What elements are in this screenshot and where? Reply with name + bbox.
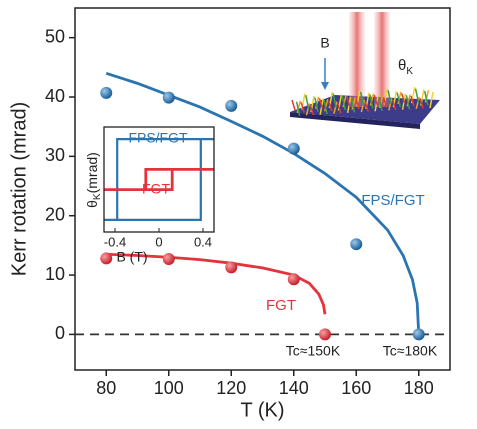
spin-texture	[410, 95, 415, 107]
x-tick-label: 180	[404, 378, 434, 398]
spin-texture	[359, 91, 365, 107]
spin-texture	[337, 103, 342, 114]
substrate-side	[290, 112, 420, 129]
spin-texture	[350, 98, 356, 113]
inset-y-symbol: θ	[84, 200, 100, 208]
spin-texture	[318, 98, 324, 109]
loop-line	[104, 138, 214, 221]
spin-texture	[429, 91, 434, 109]
inset-series-label: FGT	[142, 181, 170, 197]
angle-subscript: K	[406, 66, 413, 77]
field-label: B	[320, 35, 329, 51]
annotation: Tc≈180K	[383, 343, 438, 359]
series-label: FPS/FGT	[361, 192, 424, 209]
data-point	[412, 328, 425, 341]
inset-x-tick-label: -0.4	[104, 234, 126, 249]
spin-texture	[414, 88, 420, 103]
spin-texture	[388, 98, 393, 111]
field-arrowhead	[321, 82, 329, 90]
inset-y-axis-label: θK(mrad)	[84, 152, 103, 208]
data-point	[100, 86, 113, 99]
spin-texture	[401, 93, 406, 104]
inset-y-subscript: K	[92, 193, 103, 200]
inset-series-label: FPS/FGT	[128, 130, 188, 146]
inset-x-axis-label: B (T)	[116, 249, 147, 265]
schematic: B θK	[290, 12, 440, 129]
angle-symbol: θ	[398, 57, 406, 74]
spin-texture	[314, 97, 319, 112]
inset-background	[104, 127, 214, 232]
laser-beam	[349, 12, 365, 107]
series-label: FGT	[266, 297, 296, 314]
plot-frame	[74, 7, 451, 371]
x-tick-label: 160	[341, 378, 371, 398]
annotation: Tc≈150K	[286, 343, 341, 359]
data-point	[319, 328, 331, 341]
angle-label: θK	[398, 57, 413, 77]
spin-texture	[423, 90, 429, 106]
fit-curve	[106, 252, 327, 315]
spin-texture	[304, 95, 310, 110]
data-point	[287, 273, 300, 286]
spin-texture	[373, 94, 379, 106]
spin-texture	[333, 101, 338, 114]
spin-texture	[364, 101, 369, 112]
data-point	[225, 261, 238, 274]
loop-line	[104, 168, 214, 191]
laser-beam	[374, 12, 390, 107]
spin-texture	[360, 99, 366, 113]
spin-texture	[346, 96, 351, 107]
spin-texture	[323, 99, 328, 115]
spin-texture	[309, 104, 315, 116]
data-point	[162, 91, 175, 104]
spin-texture	[295, 101, 301, 116]
inset-x-tick-label: 0.4	[194, 234, 212, 249]
spin-texture	[355, 98, 360, 110]
spin-texture	[387, 90, 392, 105]
x-tick-label: 80	[96, 378, 116, 398]
x-tick-label: 140	[279, 378, 309, 398]
y-tick-label: 0	[55, 323, 65, 343]
y-tick-label: 20	[45, 204, 65, 224]
x-axis-label: T (K)	[240, 399, 284, 421]
x-tick-label: 120	[216, 378, 246, 398]
spin-texture	[369, 94, 374, 109]
spin-texture	[300, 102, 305, 113]
spin-texture	[291, 99, 296, 111]
spin-texture	[419, 98, 424, 109]
inset-x-tick-label: 0	[155, 234, 162, 249]
y-tick-label: 50	[45, 26, 65, 46]
spin-texture	[415, 96, 420, 109]
data-point	[162, 253, 175, 266]
data-point	[225, 99, 238, 112]
spin-texture	[382, 97, 388, 108]
data-point	[350, 238, 363, 251]
data-point	[287, 142, 300, 155]
x-tick-label: 100	[154, 378, 184, 398]
spin-texture	[327, 100, 333, 112]
inset-y-unit: (mrad)	[84, 152, 100, 193]
y-axis-label: Kerr rotation (mrad)	[8, 102, 30, 277]
spin-texture	[378, 96, 383, 112]
spin-texture	[405, 95, 411, 110]
spin-texture	[305, 103, 311, 116]
spin-texture	[341, 95, 347, 111]
spin-texture	[332, 93, 337, 108]
y-tick-label: 30	[45, 145, 65, 165]
y-tick-label: 40	[45, 86, 65, 106]
spin-texture	[396, 92, 401, 107]
spin-texture	[391, 99, 397, 111]
data-point	[100, 252, 113, 265]
y-tick-label: 10	[45, 264, 65, 284]
